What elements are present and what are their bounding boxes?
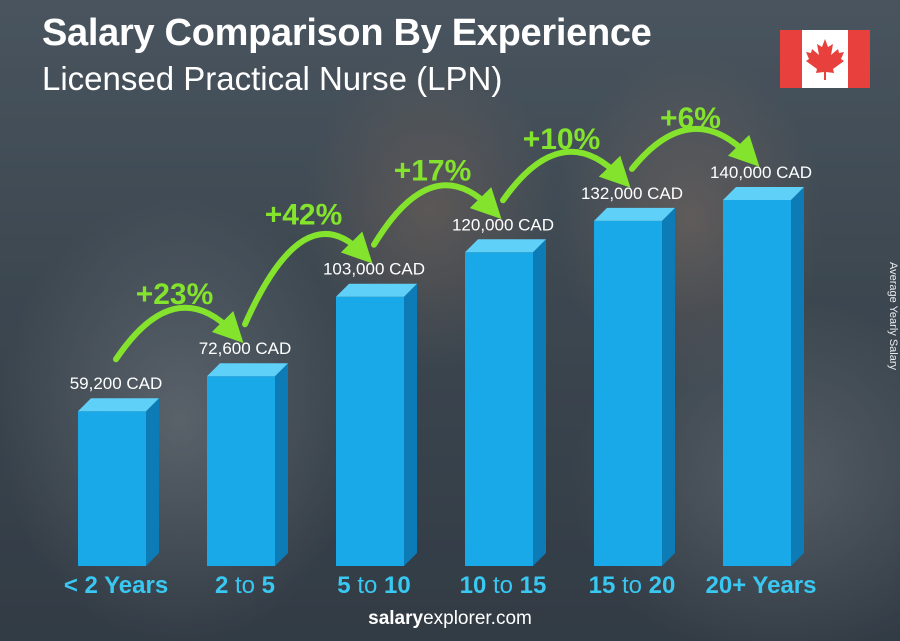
- bar-front: [207, 376, 275, 566]
- bar-value-label: 132,000 CAD: [581, 184, 683, 203]
- growth-percent-label: +10%: [523, 123, 601, 156]
- bar-top: [78, 398, 159, 412]
- x-tick-label: 20+ Years: [705, 572, 816, 599]
- bar-side: [275, 363, 288, 566]
- maple-leaf-icon: [806, 39, 844, 80]
- growth-arrow: [242, 231, 373, 328]
- bar-side: [662, 207, 675, 566]
- bar-top: [465, 239, 546, 253]
- x-tick-label: 15 to 20: [589, 572, 676, 599]
- growth-percent-label: +42%: [265, 199, 343, 232]
- bar-top: [336, 283, 417, 297]
- footer-brand-rest: explorer.com: [423, 608, 532, 629]
- growth-arrow: [500, 148, 631, 204]
- x-tick-label: 10 to 15: [460, 572, 547, 599]
- flag-left-band: [780, 30, 802, 88]
- bar-front: [594, 220, 662, 566]
- bar-top: [207, 363, 288, 377]
- bar-side: [791, 187, 804, 566]
- bar-value-label: 140,000 CAD: [710, 163, 812, 182]
- canada-flag-icon: [780, 30, 870, 88]
- page-title: Salary Comparison By Experience: [42, 12, 652, 54]
- bar: [336, 283, 417, 566]
- bar: [465, 239, 546, 567]
- bar-value-label: 59,200 CAD: [70, 374, 163, 393]
- bar-value-label: 120,000 CAD: [452, 215, 554, 234]
- x-tick-label: < 2 Years: [64, 572, 168, 599]
- x-tick-label: 2 to 5: [215, 572, 275, 599]
- bar-top: [723, 187, 804, 200]
- footer-brand[interactable]: salaryexplorer.com: [0, 608, 900, 630]
- page-subtitle: Licensed Practical Nurse (LPN): [42, 60, 503, 97]
- bar: [594, 207, 675, 566]
- bar-front: [723, 200, 791, 566]
- bar: [723, 187, 804, 566]
- bar: [207, 363, 288, 566]
- growth-arrow: [371, 182, 502, 248]
- bar-side: [146, 398, 159, 566]
- x-tick-label: 5 to 10: [337, 572, 410, 599]
- footer-brand-bold: salary: [368, 608, 424, 629]
- flag-right-band: [848, 30, 870, 88]
- growth-percent-label: +6%: [660, 102, 721, 135]
- growth-percent-label: +17%: [394, 154, 472, 187]
- bar-value-label: 103,000 CAD: [323, 260, 425, 279]
- bar-front: [465, 252, 533, 567]
- bar-side: [533, 239, 546, 567]
- growth-percent-label: +23%: [136, 278, 214, 311]
- bar-side: [404, 283, 417, 566]
- growth-arrow: [113, 304, 244, 363]
- bar-value-label: 72,600 CAD: [199, 339, 292, 358]
- growth-arrow: [629, 125, 760, 172]
- bar-top: [594, 207, 675, 221]
- bar-front: [78, 411, 146, 566]
- bar-front: [336, 296, 404, 566]
- bar: [78, 398, 159, 566]
